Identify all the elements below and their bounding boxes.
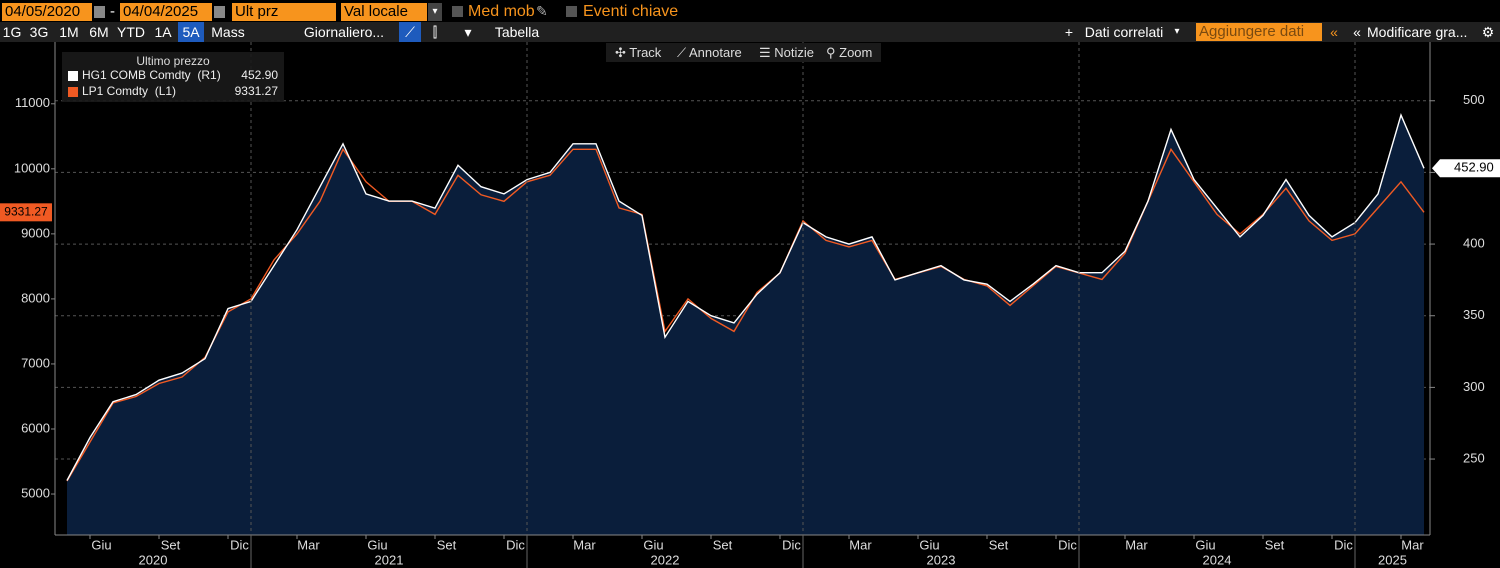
key-events-label: Eventi chiave xyxy=(583,3,679,20)
chart-tools xyxy=(606,43,881,62)
dropdown-arrow[interactable]: ▾ xyxy=(428,3,442,21)
x-tick-label: Giu xyxy=(91,537,111,552)
y2-tick-label: 300 xyxy=(1463,379,1485,394)
plus-icon[interactable]: + xyxy=(1064,24,1074,40)
zoom-label: Zoom xyxy=(839,45,873,60)
x-tick-label: Mar xyxy=(573,537,596,552)
y-tick-label: 5000 xyxy=(21,485,50,500)
currency-select[interactable]: Val locale xyxy=(341,3,427,21)
last-value-badge xyxy=(0,203,52,222)
y2-tick-label: 500 xyxy=(1463,92,1485,107)
frequency-select[interactable]: Giornaliero... xyxy=(303,24,385,40)
period-button[interactable]: 1G xyxy=(2,24,22,40)
chart: 2503003504004505005000600070008000900010… xyxy=(0,42,1500,568)
related-button[interactable]: Dati correlati xyxy=(1084,24,1164,40)
end-date[interactable]: 04/04/2025 xyxy=(120,3,212,21)
edit-chart-button[interactable]: Modificare gra... xyxy=(1367,24,1468,40)
year-label: 2020 xyxy=(139,552,168,567)
x-tick-label: Mar xyxy=(1125,537,1148,552)
year-label: 2021 xyxy=(375,552,404,567)
last-value-badge xyxy=(1432,159,1500,178)
date-separator: - xyxy=(110,3,115,20)
legend-entry: LP1 Comdty (L1) xyxy=(82,84,176,98)
x-tick-label: Set xyxy=(161,537,181,552)
table-button[interactable]: Tabella xyxy=(494,24,540,40)
legend-swatch xyxy=(68,71,78,81)
add-data-input[interactable]: Aggiungere dati xyxy=(1196,23,1322,41)
dropdown-arrow[interactable]: ▾ xyxy=(464,24,472,40)
x-tick-label: Giu xyxy=(367,537,387,552)
checkbox[interactable] xyxy=(566,6,577,17)
period-button[interactable]: 3G xyxy=(29,24,49,40)
x-tick-label: Dic xyxy=(1058,537,1077,552)
x-tick-label: Dic xyxy=(782,537,801,552)
annotate-tool[interactable]: ⟋ Annotare xyxy=(677,45,742,60)
y-tick-label: 8000 xyxy=(21,290,50,305)
back-icon[interactable]: « xyxy=(1353,24,1361,40)
legend-title: Ultimo prezzo xyxy=(136,54,210,68)
toolbar-row xyxy=(0,22,1500,42)
year-label: 2023 xyxy=(927,552,956,567)
y-tick-label: 7000 xyxy=(21,355,50,370)
field-select[interactable]: Ult prz xyxy=(232,3,336,21)
x-tick-label: Set xyxy=(989,537,1009,552)
period-button[interactable]: 5A xyxy=(178,22,204,42)
legend-value: 9331.27 xyxy=(235,84,279,98)
track-tool[interactable]: ✣ Track xyxy=(615,45,662,60)
x-tick-label: Dic xyxy=(1334,537,1353,552)
legend-entry: HG1 COMB Comdty (R1) xyxy=(82,68,221,82)
annotate-label: Annotare xyxy=(689,45,742,60)
year-label: 2024 xyxy=(1203,552,1232,567)
news-label: Notizie xyxy=(774,45,815,60)
x-tick-label: Set xyxy=(437,537,457,552)
period-button[interactable]: 1M xyxy=(59,24,79,40)
x-tick-label: Mar xyxy=(849,537,872,552)
calendar-icon[interactable] xyxy=(214,6,225,18)
x-tick-label: Giu xyxy=(643,537,663,552)
y-tick-label: 11000 xyxy=(15,95,50,110)
collapse-icon[interactable]: « xyxy=(1330,24,1338,40)
period-button[interactable]: 6M xyxy=(89,24,109,40)
moving-avg-label: Med mob xyxy=(468,3,535,20)
news-tool[interactable]: ☰ Notizie xyxy=(759,45,815,60)
legend-swatch xyxy=(68,87,78,97)
y-tick-label: 6000 xyxy=(21,420,50,435)
x-tick-label: Dic xyxy=(506,537,525,552)
x-tick-label: Mar xyxy=(1401,537,1424,552)
x-tick-label: Giu xyxy=(919,537,939,552)
last-value-label: 452.90 xyxy=(1454,160,1494,175)
legend-box xyxy=(62,52,284,102)
x-tick-label: Set xyxy=(713,537,733,552)
year-label: 2025 xyxy=(1378,552,1407,567)
x-tick-label: Mar xyxy=(297,537,320,552)
line-chart-icon[interactable]: ⟋ xyxy=(399,22,421,42)
x-tick-label: Dic xyxy=(230,537,249,552)
pencil-icon[interactable]: ✎ xyxy=(536,3,548,19)
period-button[interactable]: YTD xyxy=(117,24,145,40)
start-date[interactable]: 04/05/2020 xyxy=(2,3,92,21)
x-tick-label: Set xyxy=(1265,537,1285,552)
calendar-icon[interactable] xyxy=(94,6,105,18)
y-tick-label: 9000 xyxy=(21,225,50,240)
y2-tick-label: 250 xyxy=(1463,450,1485,465)
y2-tick-label: 350 xyxy=(1463,307,1485,322)
period-button[interactable]: 1A xyxy=(154,24,172,40)
last-value-label: 9331.27 xyxy=(4,204,48,218)
checkbox[interactable] xyxy=(452,6,463,17)
bar-chart-icon[interactable]: ⫿ xyxy=(432,24,438,40)
y2-tick-label: 400 xyxy=(1463,236,1485,251)
line xyxy=(66,147,1425,482)
legend-value: 452.90 xyxy=(241,68,278,82)
zoom-tool[interactable]: ⚲ Zoom xyxy=(826,45,873,60)
track-label: Track xyxy=(629,45,662,60)
period-button[interactable]: Mass xyxy=(211,24,245,40)
year-label: 2022 xyxy=(651,552,680,567)
y-tick-label: 10000 xyxy=(14,160,50,175)
x-tick-label: Giu xyxy=(1195,537,1215,552)
dropdown-arrow[interactable]: ▾ xyxy=(1174,26,1180,37)
area xyxy=(67,115,1424,535)
line xyxy=(66,113,1425,481)
settings-icon[interactable]: ⚙ xyxy=(1481,24,1495,40)
